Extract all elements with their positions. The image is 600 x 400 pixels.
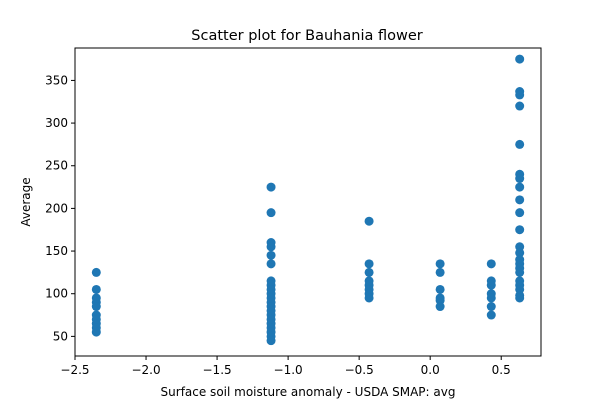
data-point xyxy=(515,225,525,235)
data-point xyxy=(515,195,525,205)
data-point xyxy=(515,248,525,258)
x-tick-label: −2.5 xyxy=(60,363,89,377)
x-axis-title: Surface soil moisture anomaly - USDA SMA… xyxy=(161,385,456,399)
data-point xyxy=(364,216,374,226)
data-point xyxy=(364,293,374,303)
data-point xyxy=(435,284,445,294)
plot-frame xyxy=(74,47,542,357)
y-tick-label: 50 xyxy=(53,329,68,343)
x-tick-label: 0.5 xyxy=(492,363,511,377)
x-tick-label: −1.0 xyxy=(274,363,303,377)
y-axis-title: Average xyxy=(19,177,33,226)
data-point xyxy=(486,310,496,320)
data-point xyxy=(515,90,525,100)
data-point xyxy=(435,259,445,269)
data-point xyxy=(515,101,525,111)
y-tick-label: 200 xyxy=(45,201,68,215)
data-point xyxy=(364,267,374,277)
data-point xyxy=(486,259,496,269)
data-points xyxy=(91,54,525,346)
x-tick-label: 0.0 xyxy=(421,363,440,377)
data-point xyxy=(91,302,101,312)
y-tick-label: 300 xyxy=(45,116,68,130)
data-point xyxy=(515,182,525,192)
y-tick-label: 100 xyxy=(45,287,68,301)
data-point xyxy=(266,182,276,192)
data-point xyxy=(486,293,496,303)
y-tick-label: 250 xyxy=(45,159,68,173)
data-point xyxy=(515,54,525,64)
data-point xyxy=(515,139,525,149)
data-point xyxy=(515,267,525,277)
data-point xyxy=(435,267,445,277)
data-point xyxy=(435,302,445,312)
data-point xyxy=(486,280,496,290)
data-point xyxy=(515,293,525,303)
data-point xyxy=(266,336,276,346)
data-point xyxy=(266,208,276,218)
x-tick-label: −1.5 xyxy=(203,363,232,377)
x-tick-label: −2.0 xyxy=(131,363,160,377)
data-point xyxy=(515,174,525,184)
data-point xyxy=(266,259,276,269)
data-point xyxy=(91,327,101,337)
data-point xyxy=(266,242,276,252)
x-tick-label: −0.5 xyxy=(345,363,374,377)
data-point xyxy=(364,259,374,269)
chart-title: Scatter plot for Bauhania flower xyxy=(191,28,422,44)
y-tick-label: 150 xyxy=(45,244,68,258)
y-tick-label: 350 xyxy=(45,73,68,87)
data-point xyxy=(486,302,496,312)
x-axis: −2.5 −2.0 −1.5 −1.0 −0.5 0.0 0.5 xyxy=(60,356,511,377)
data-point xyxy=(266,250,276,260)
data-point xyxy=(515,208,525,218)
y-axis: 50 100 150 200 250 300 350 xyxy=(45,73,75,343)
data-point xyxy=(91,284,101,294)
data-point xyxy=(91,267,101,277)
